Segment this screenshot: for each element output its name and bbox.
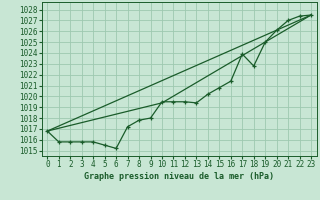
X-axis label: Graphe pression niveau de la mer (hPa): Graphe pression niveau de la mer (hPa) — [84, 172, 274, 181]
